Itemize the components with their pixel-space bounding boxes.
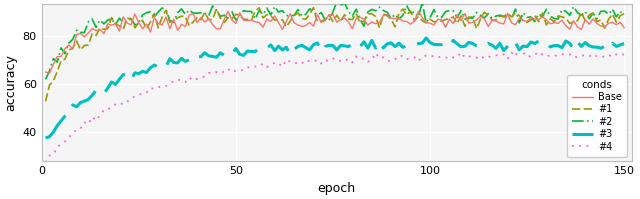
X-axis label: epoch: epoch (317, 182, 356, 195)
Legend: Base, #1, #2, #3, #4: Base, #1, #2, #3, #4 (567, 75, 627, 157)
Y-axis label: accuracy: accuracy (4, 54, 17, 111)
